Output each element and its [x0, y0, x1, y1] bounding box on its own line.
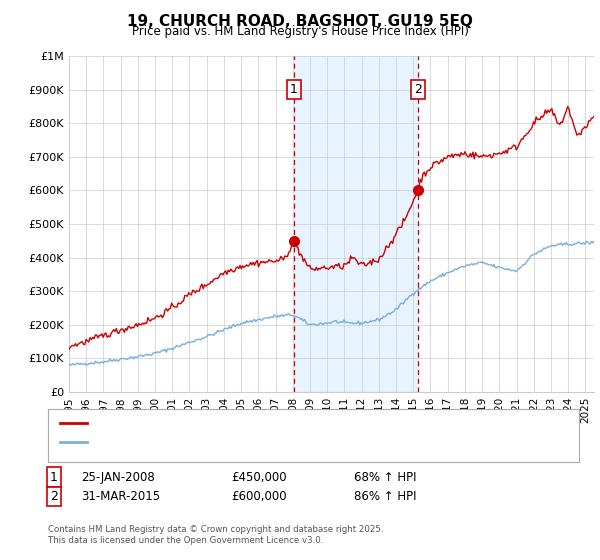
- Text: Price paid vs. HM Land Registry's House Price Index (HPI): Price paid vs. HM Land Registry's House …: [131, 25, 469, 38]
- Text: £600,000: £600,000: [231, 490, 287, 503]
- Text: 68% ↑ HPI: 68% ↑ HPI: [354, 470, 416, 484]
- Text: 1: 1: [290, 83, 298, 96]
- Text: 31-MAR-2015: 31-MAR-2015: [81, 490, 160, 503]
- Text: 2: 2: [413, 83, 422, 96]
- Text: 2: 2: [50, 490, 58, 503]
- Text: Contains HM Land Registry data © Crown copyright and database right 2025.
This d: Contains HM Land Registry data © Crown c…: [48, 525, 383, 545]
- Text: HPI: Average price, semi-detached house, Surrey Heath: HPI: Average price, semi-detached house,…: [90, 437, 380, 447]
- Text: £450,000: £450,000: [231, 470, 287, 484]
- Text: 19, CHURCH ROAD, BAGSHOT, GU19 5EQ (semi-detached house): 19, CHURCH ROAD, BAGSHOT, GU19 5EQ (semi…: [90, 418, 430, 428]
- Text: 1: 1: [50, 470, 58, 484]
- Text: 25-JAN-2008: 25-JAN-2008: [81, 470, 155, 484]
- Text: 19, CHURCH ROAD, BAGSHOT, GU19 5EQ: 19, CHURCH ROAD, BAGSHOT, GU19 5EQ: [127, 14, 473, 29]
- Text: 86% ↑ HPI: 86% ↑ HPI: [354, 490, 416, 503]
